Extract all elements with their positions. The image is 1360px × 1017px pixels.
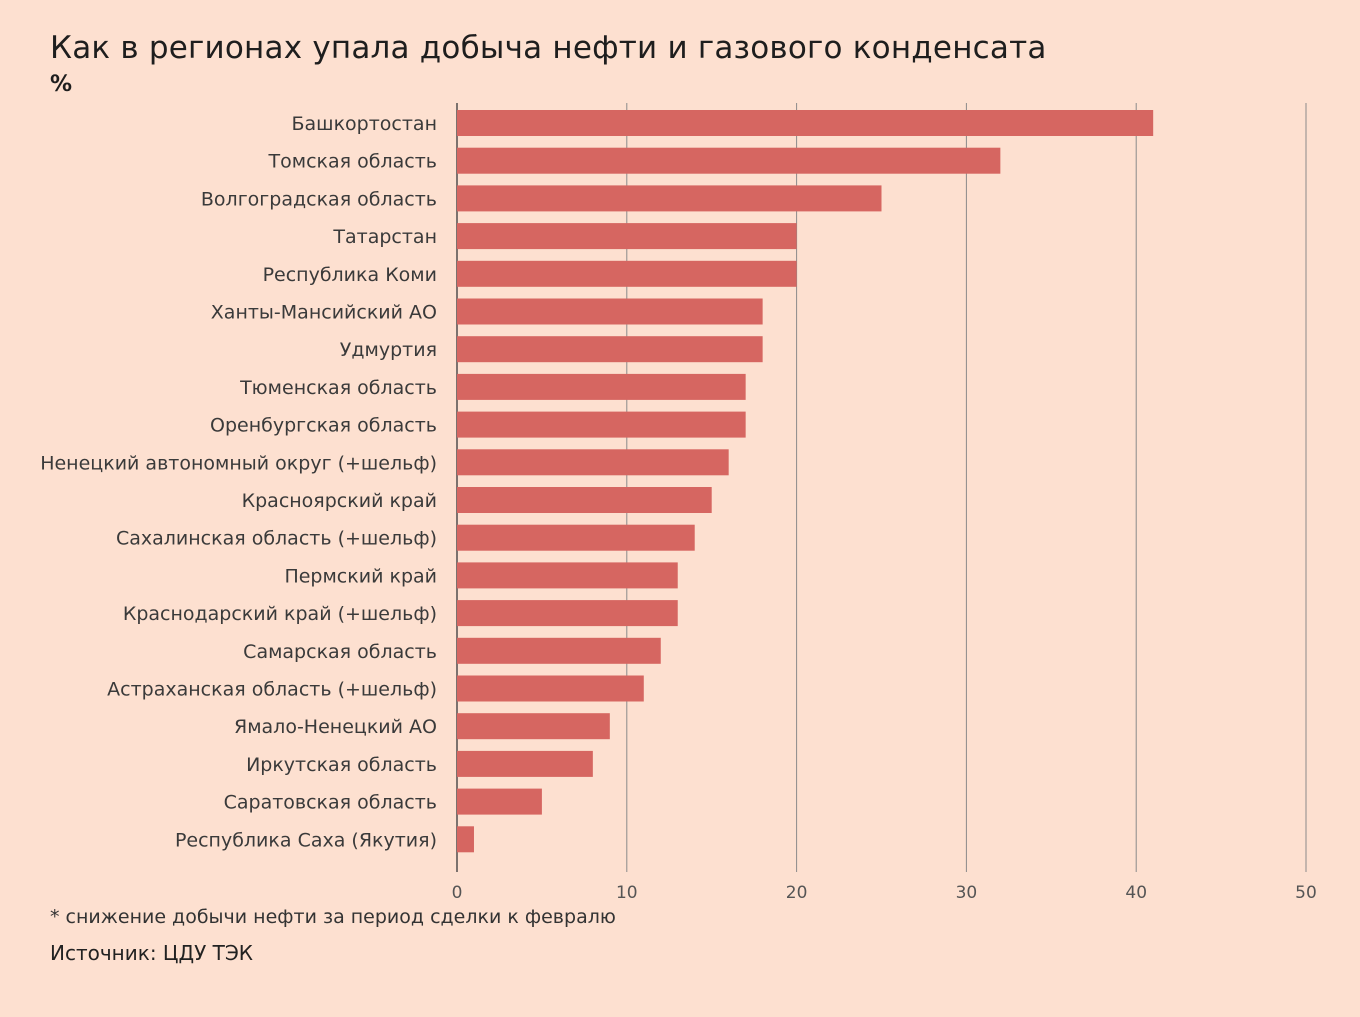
category-label: Пермский край bbox=[284, 565, 437, 587]
bar bbox=[457, 147, 1001, 174]
category-label: Ханты-Мансийский АО bbox=[211, 302, 437, 324]
bar bbox=[457, 826, 474, 853]
bar bbox=[457, 449, 729, 476]
category-label: Томская область bbox=[268, 151, 437, 173]
bar bbox=[457, 713, 610, 740]
x-axis-tick-labels: 0 10 20 30 40 50 bbox=[452, 883, 1317, 903]
bars bbox=[457, 110, 1154, 853]
bar bbox=[457, 524, 695, 551]
category-labels: Башкортостан Томская область Волгоградская… bbox=[40, 113, 437, 851]
category-label: Башкортостан bbox=[292, 113, 438, 135]
bar bbox=[457, 600, 678, 627]
category-label: Удмуртия bbox=[340, 339, 437, 361]
bar bbox=[457, 675, 644, 702]
category-label: Иркутская область bbox=[246, 754, 437, 776]
bar bbox=[457, 637, 661, 664]
category-label: Волгоградская область bbox=[201, 188, 437, 210]
bar bbox=[457, 110, 1154, 136]
bar bbox=[457, 336, 763, 363]
category-label: Астраханская область (+шельф) bbox=[107, 679, 437, 701]
source-note: Источник: ЦДУ ТЭК bbox=[50, 941, 253, 965]
category-label: Сахалинская область (+шельф) bbox=[116, 528, 437, 550]
footnote: * снижение добычи нефти за период сделки… bbox=[50, 906, 616, 928]
bar bbox=[457, 788, 542, 815]
category-label: Саратовская область bbox=[224, 792, 437, 814]
bar bbox=[457, 185, 882, 212]
bar bbox=[457, 260, 797, 287]
category-label: Республика Саха (Якутия) bbox=[175, 829, 437, 851]
bar bbox=[457, 487, 712, 513]
category-label: Оренбургская область bbox=[210, 415, 437, 437]
x-tick-label: 0 bbox=[452, 883, 463, 903]
bar bbox=[457, 223, 797, 250]
bar bbox=[457, 562, 678, 589]
category-label: Татарстан bbox=[332, 226, 437, 248]
category-label: Республика Коми bbox=[263, 264, 437, 286]
x-tick-label: 50 bbox=[1295, 883, 1317, 903]
category-label: Самарская область bbox=[243, 641, 437, 663]
category-label: Красноярский край bbox=[242, 490, 437, 512]
category-label: Ненецкий автономный округ (+шельф) bbox=[40, 452, 437, 474]
bar bbox=[457, 411, 746, 438]
bar bbox=[457, 298, 763, 325]
x-tick-label: 40 bbox=[1125, 883, 1147, 903]
bar bbox=[457, 750, 593, 777]
chart-unit: % bbox=[50, 72, 73, 97]
category-label: Тюменская область bbox=[239, 377, 437, 399]
x-tick-label: 20 bbox=[786, 883, 808, 903]
chart-title: Как в регионах упала добыча нефти и газо… bbox=[50, 30, 1047, 66]
bar bbox=[457, 373, 746, 400]
x-tick-label: 30 bbox=[956, 883, 978, 903]
x-tick-label: 10 bbox=[616, 883, 638, 903]
category-label: Ямало-Ненецкий АО bbox=[234, 716, 437, 738]
category-label: Краснодарский край (+шельф) bbox=[123, 603, 437, 625]
